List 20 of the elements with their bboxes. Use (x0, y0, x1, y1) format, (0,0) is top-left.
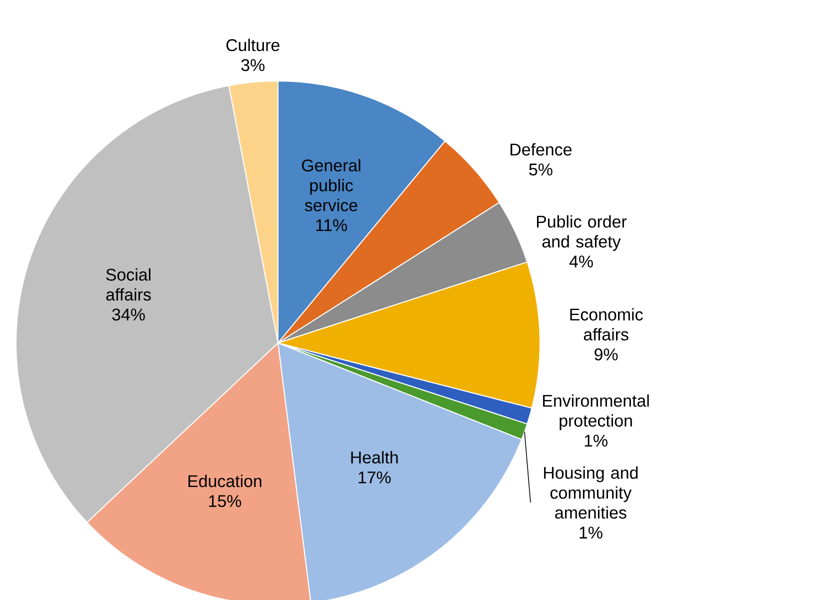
slice-label: Housing and community amenities (544, 466, 638, 519)
data-label: 3% (241, 59, 264, 72)
slice-label: Education (188, 474, 262, 488)
data-label: 1% (584, 434, 608, 447)
data-label: 1% (580, 526, 602, 539)
data-label: 5% (529, 164, 552, 176)
slice-label: Social affairs (106, 268, 151, 301)
slice-label: Defence (510, 143, 572, 156)
data-label: 34% (112, 308, 145, 321)
slice-label: General public service (302, 159, 360, 212)
slice-label: Culture (226, 38, 280, 52)
slice-label: Environmental protection (543, 394, 649, 430)
data-label: 4% (569, 256, 593, 268)
data-label: 11% (316, 219, 347, 232)
data-label: 15% (209, 495, 242, 508)
data-label: 17% (358, 472, 391, 484)
slice-label: Health (351, 451, 398, 464)
slice-label: Economic affairs (570, 308, 643, 340)
data-label: 9% (594, 348, 618, 360)
slice-label: Public order and safety (537, 215, 627, 251)
